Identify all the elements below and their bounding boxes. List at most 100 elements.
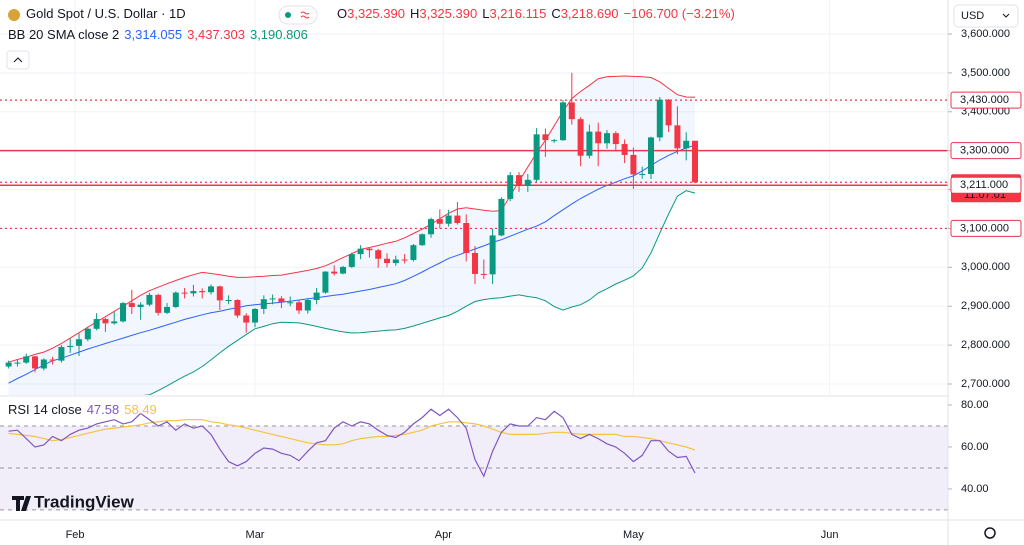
- candle-body: [604, 133, 611, 144]
- currency[interactable]: USD: [961, 10, 984, 22]
- price-badge-label: 3,100.000: [960, 222, 1009, 234]
- candle-body: [234, 299, 241, 316]
- candle-body: [5, 362, 12, 367]
- candle-body: [489, 235, 496, 275]
- change: −106.700 (−3.21%): [624, 6, 735, 21]
- candle-body: [639, 173, 646, 175]
- candle-body: [410, 245, 417, 260]
- candle-body: [542, 134, 549, 141]
- logo: TradingView: [34, 492, 135, 511]
- y-tick-label: 3,400.000: [961, 106, 1010, 118]
- rsi-value: 58.49: [124, 402, 157, 417]
- candle-body: [67, 345, 74, 348]
- candle-body: [463, 222, 470, 253]
- candle-body: [181, 292, 188, 294]
- candle-body: [252, 308, 259, 323]
- candle-body: [630, 154, 637, 175]
- candle-body: [551, 140, 558, 142]
- candle-body: [401, 259, 408, 261]
- candle-body: [348, 254, 355, 267]
- candle-body: [375, 250, 382, 259]
- y-tick-label: 80.00: [961, 399, 989, 411]
- ohlc-key: C: [551, 6, 560, 21]
- settings-icon[interactable]: [984, 527, 996, 539]
- rsi-pane: [0, 408, 948, 511]
- symbol-icon: [8, 9, 20, 21]
- price-badge-label: 3,430.000: [960, 94, 1009, 106]
- price-badge: [950, 91, 1022, 109]
- candle-body: [384, 258, 391, 264]
- candle-body: [278, 298, 285, 303]
- ohlc-key: H: [410, 6, 419, 21]
- bb-value: 3,314.055: [124, 27, 182, 42]
- y-tick-label: 3,500.000: [961, 67, 1010, 79]
- collapse-chevron: [13, 57, 23, 63]
- candle-body: [674, 125, 681, 149]
- bb-fill: [8, 76, 695, 395]
- ohlc-key: L: [482, 6, 489, 21]
- candle-body: [155, 294, 162, 313]
- candle-body: [208, 286, 215, 293]
- candle-body: [93, 319, 100, 329]
- candle-body: [472, 252, 479, 274]
- bb-legend: BB 20 SMA close 2 3,314.055 3,437.303 3,190…: [8, 27, 308, 42]
- status-pill[interactable]: [278, 5, 318, 25]
- ohlc-value: 3,218.690: [561, 6, 619, 21]
- price-badge: [950, 219, 1022, 237]
- symbol-title: Gold Spot / U.S. Dollar · 1D: [26, 6, 186, 21]
- ohlc-value: 3,325.390: [419, 6, 477, 21]
- candle-body: [190, 291, 197, 294]
- legend: Gold Spot / U.S. Dollar · 1D: [26, 6, 186, 21]
- ohlc-legend: O3,325.390 H3,325.390 L3,216.115 C3,218.690…: [337, 6, 735, 21]
- candle-body: [137, 304, 144, 307]
- bb-line: [8, 144, 696, 384]
- candle-body: [84, 328, 91, 340]
- ohlc-value: 3,216.115: [489, 6, 546, 21]
- market-status: [285, 12, 291, 18]
- candle-body: [366, 248, 373, 251]
- candle-body: [120, 303, 127, 322]
- candle-body: [32, 356, 39, 369]
- ohlc-key: O: [337, 6, 347, 21]
- rsi-line: [8, 419, 696, 451]
- y-tick-label: 40.00: [961, 483, 989, 495]
- x-tick-label: Mar: [246, 529, 265, 541]
- candle-body: [507, 175, 514, 199]
- currency-chevron: [1002, 13, 1010, 18]
- candle-body: [23, 356, 30, 363]
- candle-body: [304, 299, 311, 311]
- candle-body: [621, 144, 628, 155]
- candle-body: [480, 273, 487, 275]
- bb-line: [142, 190, 696, 395]
- currency-button[interactable]: [953, 4, 1019, 28]
- candle-body: [216, 286, 223, 301]
- candle-body: [524, 179, 531, 186]
- candle-body: [111, 321, 118, 324]
- candle-body: [76, 339, 83, 346]
- candle-body: [199, 291, 206, 293]
- candle-body: [313, 292, 320, 300]
- price-badge: [950, 176, 1022, 194]
- logo-icon: [12, 496, 31, 511]
- candle-body: [533, 134, 540, 180]
- candle-body: [392, 259, 399, 264]
- y-tick-label: 60.00: [961, 441, 989, 453]
- candle-body: [612, 133, 619, 145]
- candle-body: [428, 219, 435, 235]
- y-tick-label: 2,700.000: [961, 378, 1010, 390]
- candle-body: [683, 140, 690, 149]
- candle-body: [656, 99, 663, 138]
- y-tick-label: 2,800.000: [961, 339, 1010, 351]
- y-tick-label: 3,000.000: [961, 261, 1010, 273]
- x-tick-label: Apr: [435, 529, 452, 541]
- candle-body: [445, 215, 452, 224]
- bb-value: 3,190.806: [250, 27, 308, 42]
- candle-body: [58, 347, 65, 361]
- collapse-button[interactable]: [6, 50, 30, 70]
- candle-body: [287, 302, 294, 304]
- rsi-legend: RSI 14 close 47.58 58.49: [8, 402, 157, 417]
- candle-body: [454, 215, 461, 223]
- candle-body: [419, 234, 426, 246]
- bb-name: BB 20 SMA close 2: [8, 27, 119, 42]
- candle-body: [14, 362, 21, 364]
